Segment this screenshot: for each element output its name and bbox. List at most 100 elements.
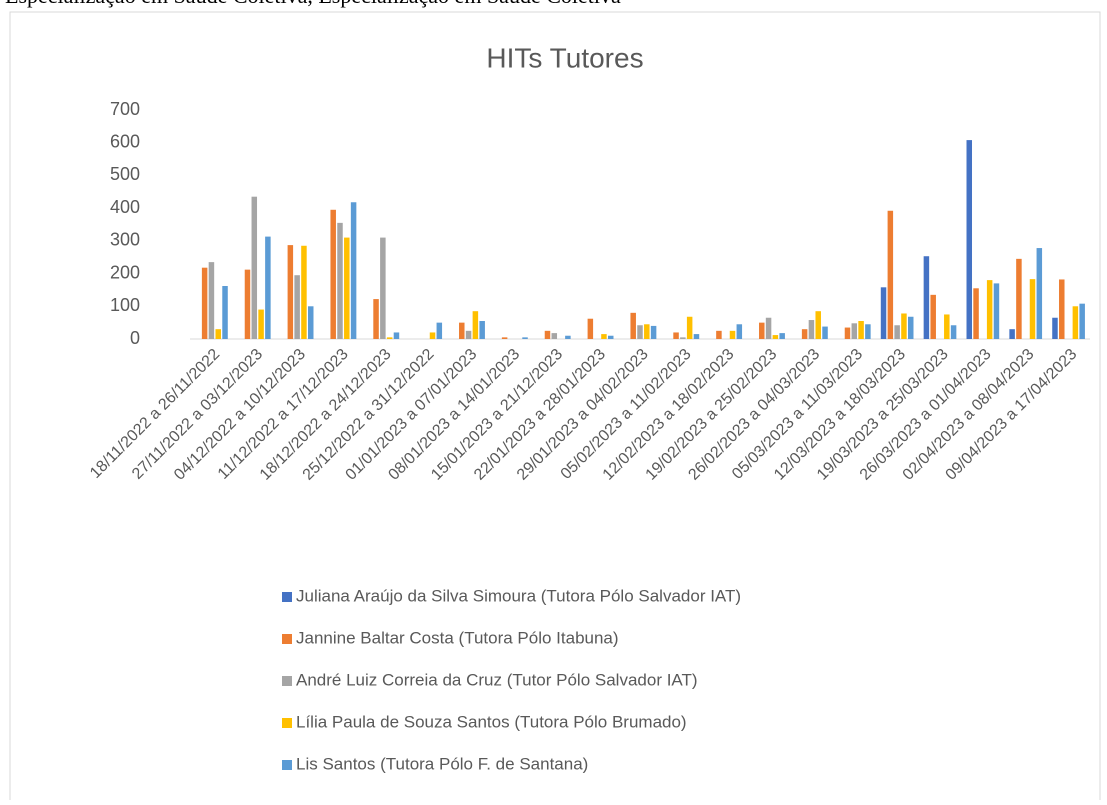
y-tick-label: 700 <box>110 99 140 119</box>
bar <box>894 325 900 339</box>
bar <box>479 321 485 339</box>
legend-label: Lília Paula de Souza Santos (Tutora Pólo… <box>296 712 687 731</box>
bar <box>644 324 650 339</box>
bar <box>265 236 271 339</box>
bar <box>973 288 979 339</box>
bar <box>673 332 679 339</box>
bar <box>950 325 957 339</box>
bar <box>907 316 914 339</box>
bar <box>630 312 636 339</box>
bar <box>901 313 907 339</box>
bar <box>923 256 930 339</box>
bar <box>380 237 386 339</box>
bar <box>779 333 785 339</box>
y-tick-label: 600 <box>110 131 140 151</box>
bar <box>251 196 258 339</box>
bar <box>294 275 300 339</box>
legend-swatch <box>282 676 292 686</box>
legend-swatch <box>282 760 292 770</box>
bar <box>637 325 643 339</box>
bar <box>429 332 436 339</box>
bar <box>1059 279 1065 339</box>
bar <box>880 287 887 339</box>
legend-label: André Luiz Correia da Cruz (Tutor Pólo S… <box>296 670 698 689</box>
y-tick-label: 500 <box>110 164 140 184</box>
y-tick-label: 0 <box>130 328 140 348</box>
bar <box>930 294 936 339</box>
chart-title: HITs Tutores <box>486 42 643 73</box>
bar <box>686 316 693 339</box>
legend-swatch <box>282 718 292 728</box>
bar <box>1072 306 1079 339</box>
bar <box>729 330 736 339</box>
bar <box>765 317 772 339</box>
bar <box>551 333 558 339</box>
bar <box>258 309 264 339</box>
bar <box>1029 279 1036 339</box>
bar <box>1009 329 1015 339</box>
bar <box>459 322 465 339</box>
bar <box>680 337 686 339</box>
bar <box>693 334 700 339</box>
legend-label: Jannine Baltar Costa (Tutora Pólo Itabun… <box>296 628 619 647</box>
bar <box>1079 303 1085 339</box>
bar <box>736 324 743 339</box>
bar <box>544 330 551 339</box>
bar <box>386 337 393 339</box>
bar <box>215 329 221 339</box>
bar <box>716 330 722 339</box>
bar <box>808 320 815 339</box>
bar <box>465 330 472 339</box>
chart-border <box>9 11 1101 805</box>
bar <box>565 335 571 339</box>
bar <box>1036 248 1043 339</box>
bar <box>373 299 379 339</box>
bar <box>858 321 864 339</box>
bar <box>851 323 858 339</box>
bar <box>1016 258 1022 339</box>
bar <box>201 267 208 339</box>
legend-label: Juliana Araújo da Silva Simoura (Tutora … <box>296 586 741 605</box>
y-tick-label: 200 <box>110 262 140 282</box>
bar <box>287 245 294 339</box>
bar <box>822 326 828 339</box>
bar <box>472 311 479 339</box>
legend-label: Lis Santos (Tutora Pólo F. de Santana) <box>296 754 588 773</box>
bar <box>650 325 657 339</box>
bar <box>944 314 950 339</box>
bar <box>522 337 528 339</box>
bar <box>436 322 443 339</box>
bar <box>307 306 314 339</box>
legend-swatch <box>282 592 292 602</box>
bar <box>337 222 343 339</box>
bar <box>759 322 765 339</box>
bar <box>887 210 894 339</box>
legend-swatch <box>282 634 292 644</box>
bar <box>222 286 228 339</box>
bar <box>1052 317 1058 339</box>
bar <box>350 202 357 339</box>
bar <box>393 332 400 339</box>
bar <box>587 318 594 339</box>
header-text: Especialização em Saúde Coletiva, Especi… <box>5 0 621 8</box>
y-tick-label: 400 <box>110 197 140 217</box>
y-tick-label: 100 <box>110 295 140 315</box>
bar <box>986 280 993 339</box>
bar <box>601 334 607 339</box>
bar <box>607 335 614 339</box>
bar <box>344 237 350 339</box>
bar <box>801 329 808 339</box>
bar <box>966 140 973 339</box>
bar <box>865 324 871 339</box>
bar <box>244 269 251 339</box>
bar <box>815 311 821 339</box>
bar <box>501 337 508 339</box>
bar <box>301 245 307 339</box>
bar <box>993 283 1000 339</box>
bar <box>772 335 779 339</box>
bar <box>208 262 215 339</box>
bar <box>330 209 336 339</box>
bar <box>844 327 851 339</box>
